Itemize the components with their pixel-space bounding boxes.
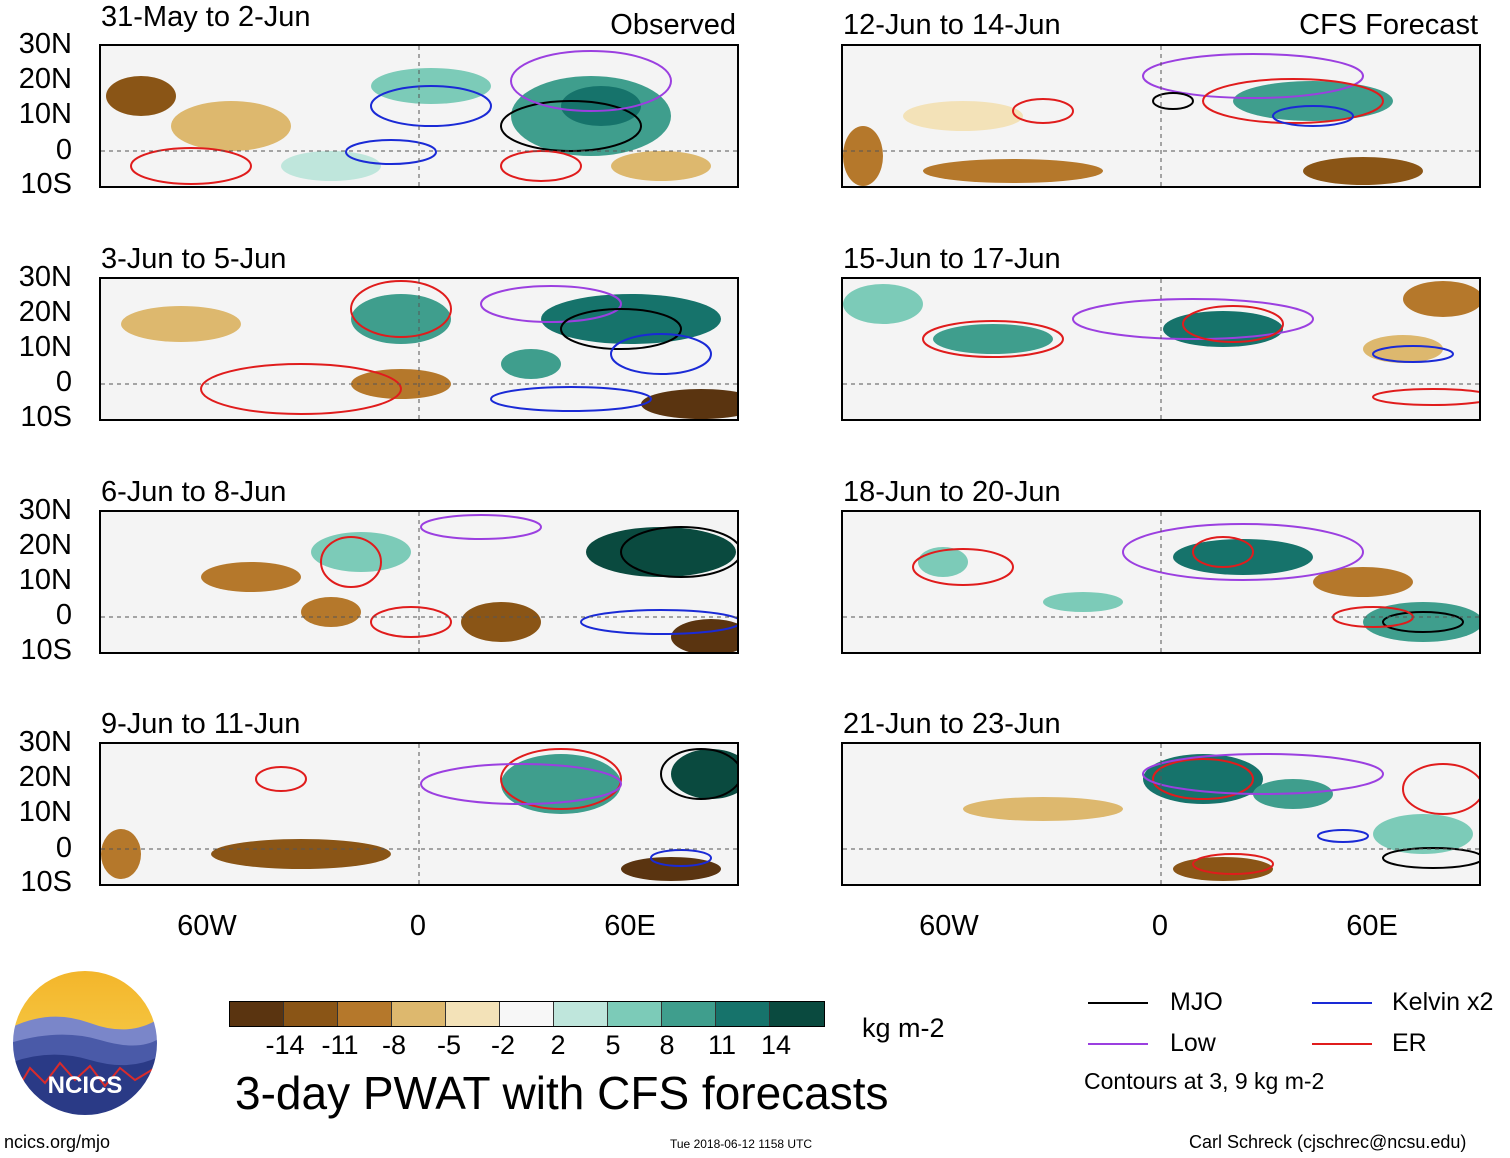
lon-label: 0 (1151, 910, 1169, 942)
lat-label: 10N (18, 564, 72, 596)
legend-label: Low (1170, 1029, 1216, 1057)
logo-text: NCICS (47, 1072, 123, 1099)
pwat-map (841, 510, 1481, 654)
colorbar-tick: 14 (760, 1030, 792, 1060)
legend-note: Contours at 3, 9 kg m-2 (1084, 1068, 1325, 1094)
lat-label: 10N (18, 98, 72, 130)
colorbar-bin (770, 1002, 824, 1026)
lat-label: 0 (55, 599, 72, 631)
footer-credit: Carl Schreck (cjschrec@ncsu.edu) (1189, 1132, 1467, 1152)
colorbar-tick: 11 (707, 1030, 737, 1060)
colorbar-unit: kg m-2 (862, 1013, 945, 1043)
pwat-map (841, 44, 1481, 188)
colorbar-tick: -11 (321, 1030, 359, 1060)
colorbar (229, 1001, 825, 1027)
panel-title: 21-Jun to 23-Jun (843, 708, 1061, 740)
colorbar-bin (338, 1002, 392, 1026)
colorbar-tick: -2 (490, 1030, 515, 1060)
lon-label: 0 (409, 910, 427, 942)
colorbar-bin (500, 1002, 554, 1026)
colorbar-bin (392, 1002, 446, 1026)
lat-label: 10N (18, 331, 72, 363)
cfs-forecast-label: CFS Forecast (1299, 9, 1478, 41)
main-title: 3-day PWAT with CFS forecasts (235, 1067, 889, 1119)
colorbar-bin (662, 1002, 716, 1026)
pwat-map (841, 277, 1481, 421)
lat-label: 0 (55, 832, 72, 864)
legend-label: Kelvin x2 (1392, 988, 1494, 1016)
footer-link[interactable]: ncics.org/mjo (4, 1132, 111, 1152)
panel-title: 9-Jun to 11-Jun (101, 708, 301, 740)
lat-label: 30N (18, 494, 72, 526)
lat-label: 10S (20, 634, 72, 666)
lat-label: 0 (55, 366, 72, 398)
legend-label: MJO (1170, 988, 1223, 1016)
lat-label: 30N (18, 261, 72, 293)
legend-swatch (1088, 1043, 1148, 1045)
colorbar-bin (284, 1002, 338, 1026)
panel-title: 6-Jun to 8-Jun (101, 476, 287, 508)
colorbar-tick: -8 (381, 1030, 406, 1060)
lon-label: 60E (1346, 910, 1398, 942)
panel-title: 31-May to 2-Jun (101, 1, 311, 33)
panel-title: 15-Jun to 17-Jun (843, 243, 1061, 275)
colorbar-tick: 2 (550, 1030, 566, 1060)
lat-label: 10N (18, 796, 72, 828)
legend-label: ER (1392, 1029, 1427, 1057)
lon-label: 60E (604, 910, 656, 942)
lat-label: 20N (18, 761, 72, 793)
legend-swatch (1312, 1043, 1372, 1045)
ncics-logo: NCICS (10, 968, 160, 1118)
colorbar-bin (716, 1002, 770, 1026)
lat-label: 10S (20, 168, 72, 200)
colorbar-tick: 5 (605, 1030, 621, 1060)
lat-label: 30N (18, 726, 72, 758)
pwat-map (99, 277, 739, 421)
pwat-map (99, 44, 739, 188)
panel-title: 18-Jun to 20-Jun (843, 476, 1061, 508)
pwat-map (99, 742, 739, 886)
colorbar-bin (554, 1002, 608, 1026)
legend-swatch (1312, 1002, 1372, 1004)
lat-label: 20N (18, 296, 72, 328)
observed-label: Observed (610, 9, 736, 41)
lat-label: 0 (55, 134, 72, 166)
lon-label: 60W (177, 910, 237, 942)
colorbar-bin (608, 1002, 662, 1026)
colorbar-tick: -5 (436, 1030, 461, 1060)
lat-label: 20N (18, 529, 72, 561)
colorbar-tick: 8 (659, 1030, 675, 1060)
colorbar-bin (446, 1002, 500, 1026)
colorbar-tick: -14 (265, 1030, 305, 1060)
lon-label: 60W (919, 910, 979, 942)
panel-title: 3-Jun to 5-Jun (101, 243, 287, 275)
legend-swatch (1088, 1002, 1148, 1004)
lat-label: 10S (20, 401, 72, 433)
pwat-map (99, 510, 739, 654)
lat-label: 10S (20, 866, 72, 898)
lat-label: 20N (18, 63, 72, 95)
panel-title: 12-Jun to 14-Jun (843, 9, 1061, 41)
lat-label: 30N (18, 28, 72, 60)
colorbar-bin (230, 1002, 284, 1026)
footer-timestamp: Tue 2018-06-12 1158 UTC (670, 1137, 813, 1151)
pwat-map (841, 742, 1481, 886)
